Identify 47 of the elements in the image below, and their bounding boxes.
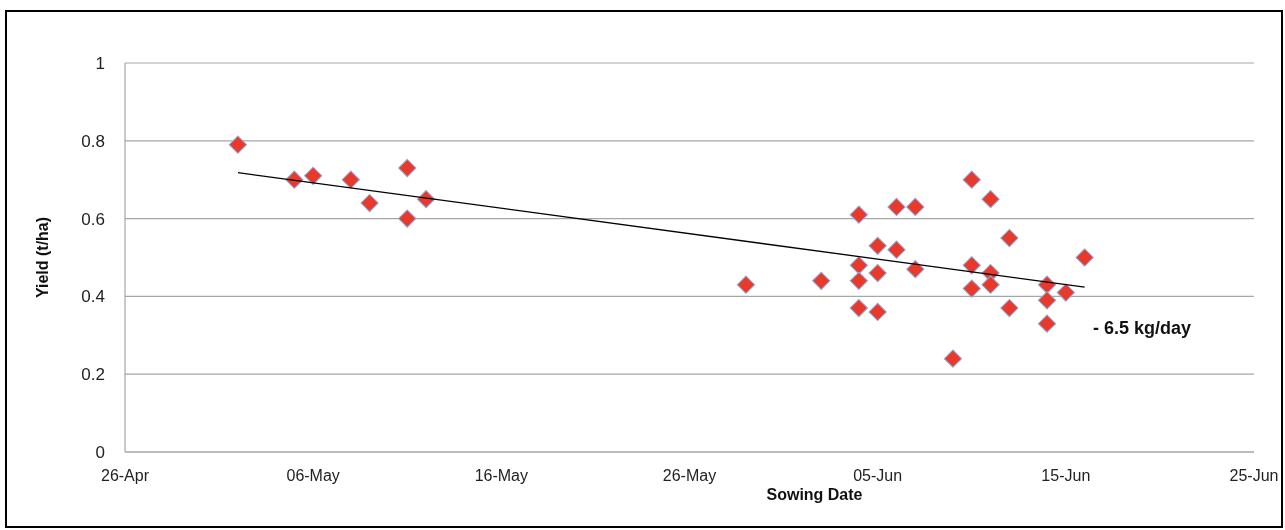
point xyxy=(736,275,756,294)
point xyxy=(1075,248,1094,267)
point xyxy=(962,170,981,189)
x-tick-label: 05-Jun xyxy=(853,467,903,484)
point xyxy=(962,279,981,298)
x-tick-label: 26-Apr xyxy=(100,467,150,484)
point xyxy=(304,166,323,185)
x-tick-label: 15-Jun xyxy=(1041,467,1091,484)
point xyxy=(887,240,906,259)
point xyxy=(398,158,417,178)
y-tick-label: 0.2 xyxy=(81,365,105,385)
y-tick-label: 0.4 xyxy=(81,287,105,307)
x-tick-label: 26-May xyxy=(662,467,717,484)
point xyxy=(1000,228,1019,248)
x-tick-label: 25-Jun xyxy=(1229,467,1279,484)
point xyxy=(341,170,360,189)
point xyxy=(962,256,981,275)
point xyxy=(943,349,963,368)
point xyxy=(849,256,869,275)
y-axis-title: Yield (t/ha) xyxy=(34,216,51,299)
point xyxy=(906,260,925,279)
y-tick-label: 0.6 xyxy=(81,209,105,229)
point xyxy=(981,189,1000,209)
point xyxy=(1056,283,1075,302)
annotation: - 6.5 kg/day xyxy=(1093,317,1192,338)
point xyxy=(228,135,248,154)
y-tick-label: 0 xyxy=(95,442,105,462)
x-tick-label: 06-May xyxy=(286,467,340,484)
point xyxy=(868,236,887,255)
point xyxy=(1037,314,1057,333)
point xyxy=(1037,291,1057,310)
point xyxy=(906,197,925,217)
point xyxy=(398,209,417,228)
x-axis-title: Sowing Date xyxy=(766,486,863,503)
point xyxy=(1000,298,1019,318)
x-tick-label: 16-May xyxy=(474,467,529,484)
point xyxy=(868,263,887,283)
point xyxy=(849,298,869,318)
point xyxy=(868,302,887,322)
y-tick-label: 0.8 xyxy=(81,131,105,151)
point xyxy=(360,193,379,213)
y-tick-label: 1 xyxy=(95,53,105,73)
point xyxy=(887,197,906,217)
point xyxy=(812,271,831,290)
point xyxy=(849,205,869,224)
point xyxy=(981,275,1000,294)
point xyxy=(849,271,869,290)
